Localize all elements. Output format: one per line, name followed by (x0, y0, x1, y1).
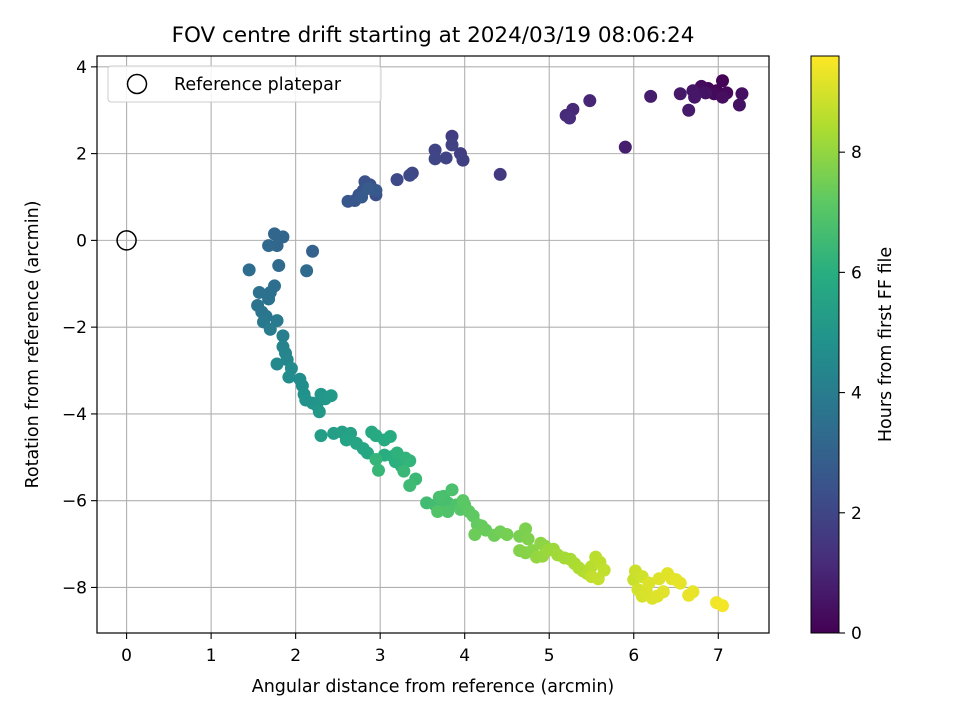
y-tick-label: 2 (76, 145, 87, 165)
data-point (563, 111, 577, 125)
colorbar-label: Hours from first FF file (876, 247, 896, 442)
y-tick-label: 0 (76, 231, 87, 251)
data-point (397, 464, 411, 478)
x-tick-label: 3 (375, 646, 386, 666)
y-tick-label: −6 (62, 492, 87, 512)
grid-lines (97, 56, 769, 633)
colorbar-gradient (810, 55, 840, 634)
y-axis-label: Rotation from reference (arcmin) (23, 201, 43, 489)
data-point (403, 478, 417, 492)
x-tick-label: 6 (628, 646, 639, 666)
data-point (268, 227, 282, 241)
data-point (371, 463, 385, 477)
colorbar-tick-label: 4 (851, 384, 862, 404)
data-point (445, 483, 459, 497)
colorbar-tick-label: 8 (851, 143, 862, 163)
chart-title: FOV centre drift starting at 2024/03/19 … (172, 23, 695, 48)
data-point (699, 86, 713, 100)
data-point (390, 173, 404, 187)
reference-platepar-marker (116, 230, 137, 251)
data-point (642, 576, 656, 590)
data-point (456, 494, 470, 508)
data-point (644, 89, 658, 103)
data-point (300, 264, 314, 278)
data-point (428, 152, 442, 166)
data-point (716, 74, 730, 88)
data-point (282, 370, 296, 384)
colorbar-tick-label: 0 (851, 624, 862, 644)
data-point (682, 103, 696, 117)
data-point (262, 239, 276, 253)
data-point (383, 429, 397, 443)
data-point (732, 98, 746, 112)
data-point (432, 490, 446, 504)
data-point (339, 433, 353, 447)
data-point (403, 454, 417, 468)
legend-entry-reference-platepar: Reference platepar (174, 75, 342, 95)
x-tick-label: 7 (713, 646, 724, 666)
y-tick-label: −8 (62, 578, 87, 598)
legend-reference-marker (126, 73, 148, 95)
data-point (403, 168, 417, 182)
data-point (439, 151, 453, 165)
y-axis-ticks: −8 −6 −4 −2 0 2 4 (62, 58, 97, 598)
colorbar: 0 2 4 6 8 Hours from first FF file (810, 55, 896, 644)
y-tick-label: 4 (76, 58, 87, 78)
data-point (369, 452, 383, 466)
legend: Reference platepar (107, 65, 382, 103)
x-tick-label: 0 (121, 646, 132, 666)
plot-frame (96, 55, 770, 634)
colorbar-tick-label: 2 (851, 504, 862, 524)
data-point (306, 244, 320, 258)
data-point (242, 263, 256, 277)
colorbar-tick-label: 6 (851, 263, 862, 283)
data-point (272, 259, 286, 273)
data-point (314, 429, 328, 443)
y-tick-label: −4 (62, 405, 87, 425)
x-tick-label: 2 (290, 646, 301, 666)
x-tick-label: 1 (206, 646, 217, 666)
data-point (270, 357, 284, 371)
data-point (519, 522, 533, 536)
data-point (716, 599, 730, 613)
data-point (456, 153, 470, 167)
legend-box (107, 65, 382, 103)
data-point (673, 87, 687, 101)
data-point (716, 90, 730, 104)
data-point (500, 528, 514, 542)
scatter-points (242, 74, 749, 613)
x-tick-label: 5 (544, 646, 555, 666)
data-point (312, 405, 326, 419)
x-tick-label: 4 (459, 646, 470, 666)
data-point (688, 90, 702, 104)
data-point (263, 322, 277, 336)
data-point (252, 285, 266, 299)
data-point (493, 167, 507, 181)
data-point (276, 329, 290, 343)
data-point (341, 194, 355, 208)
data-point (591, 572, 605, 586)
data-point (431, 505, 445, 519)
data-point (583, 94, 597, 108)
data-point (324, 389, 338, 403)
data-point (445, 138, 459, 152)
data-point (735, 87, 749, 101)
data-point (262, 292, 276, 306)
x-axis-ticks: 0 1 2 3 4 5 6 7 (121, 633, 724, 666)
data-point (361, 181, 375, 195)
data-point (618, 140, 632, 154)
colorbar-ticks: 0 2 4 6 8 (839, 143, 862, 644)
data-point (441, 505, 455, 519)
data-point (656, 585, 670, 599)
data-point (468, 528, 482, 542)
y-tick-label: −2 (62, 318, 87, 338)
data-point (521, 532, 535, 546)
x-axis-label: Angular distance from reference (arcmin) (252, 677, 615, 697)
data-point (682, 588, 696, 602)
data-point (673, 576, 687, 590)
